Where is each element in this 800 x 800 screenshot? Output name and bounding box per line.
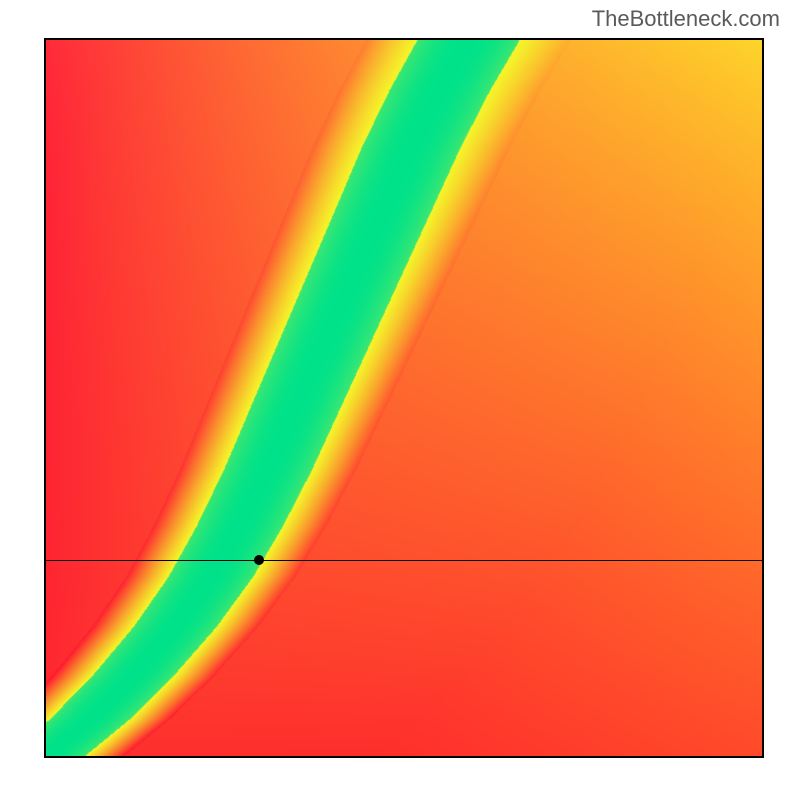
chart-frame [44, 38, 764, 758]
chart-container: TheBottleneck.com [0, 0, 800, 800]
crosshair-horizontal [46, 560, 762, 561]
crosshair-marker [254, 555, 264, 565]
attribution-text: TheBottleneck.com [592, 6, 780, 32]
plot-area [46, 40, 762, 756]
heatmap-canvas [46, 40, 762, 756]
